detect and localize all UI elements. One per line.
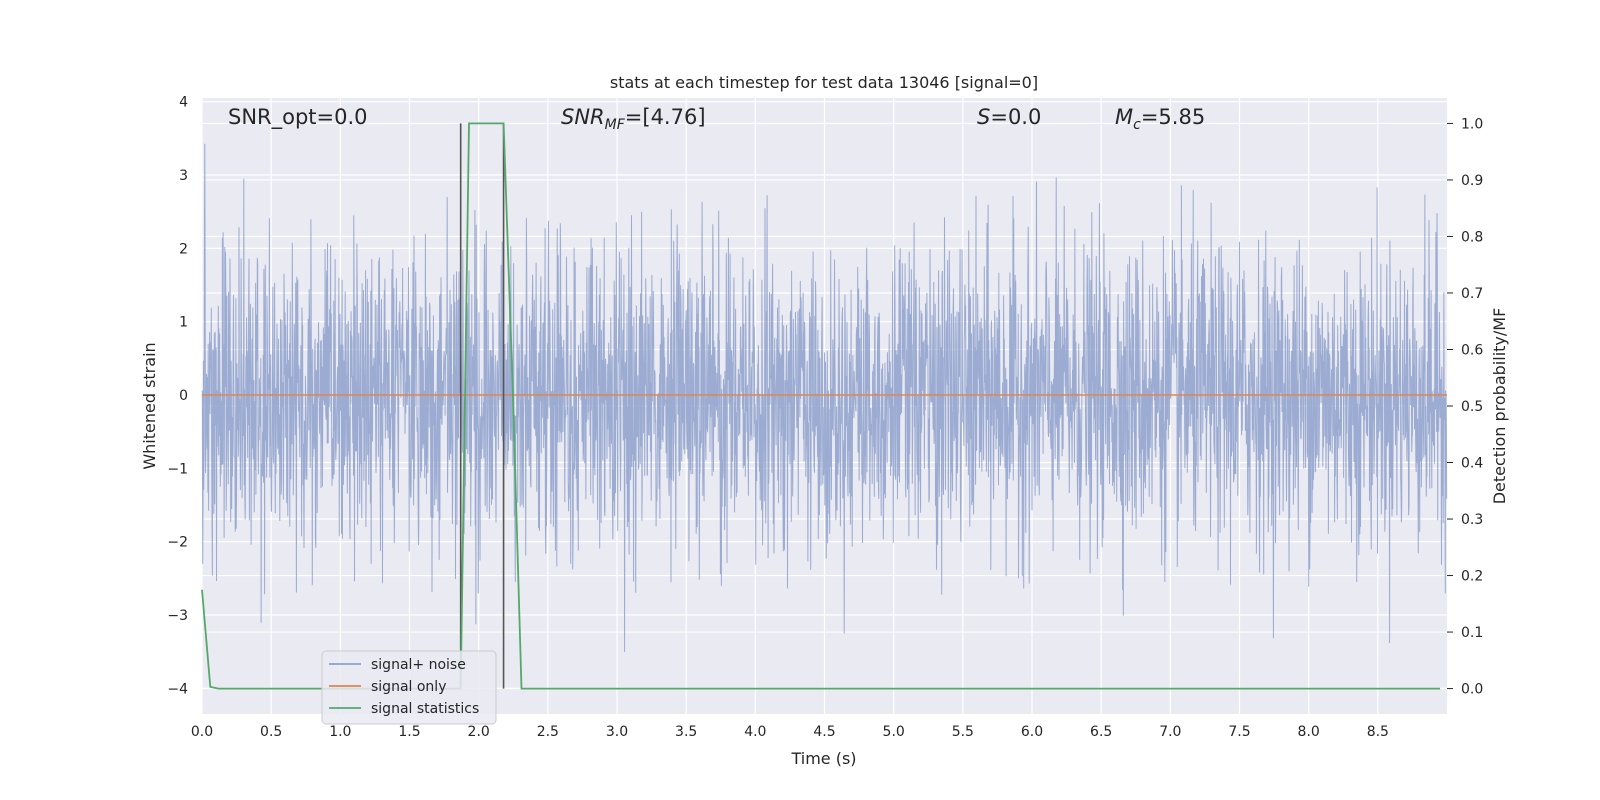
annotation-snr-opt: SNR_opt=0.0 [228,105,368,130]
y-tick-label: −1 [167,461,188,477]
y-tick-label: 4 [179,95,188,111]
y2-tick-label: 0.8 [1461,229,1483,245]
signal-noise-line [201,143,1448,653]
y-tick-label: 0 [179,388,188,404]
y-tick-label: 3 [179,168,188,184]
y2-tick-label: 0.9 [1461,173,1483,189]
y-tick-label: −3 [167,608,188,624]
y2-tick-label: 0.3 [1461,512,1483,528]
x-tick-label: 1.5 [398,724,420,740]
x-tick-label: 0.0 [191,724,213,740]
y-ticks: 4 3 2 1 0 −1 −2 −3 −4 [167,95,188,698]
x-tick-label: 5.5 [952,724,974,740]
annotation-s-value: =0.0 [990,105,1041,129]
y2-tick-label: 0.2 [1461,569,1483,585]
legend-label-signal-only: signal only [371,679,446,695]
y2-ticks: 1.0 0.9 0.8 0.7 0.6 0.5 0.4 0.3 0.2 0.1 0.0 [1447,116,1483,698]
y-tick-label: −4 [167,681,188,697]
annotation-snr-mf-value: =[4.76] [625,105,706,129]
x-tick-label: 5.0 [883,724,905,740]
x-tick-label: 7.5 [1228,724,1250,740]
y2-tick-label: 0.1 [1461,625,1483,641]
annotation-mc-value: =5.85 [1141,105,1205,129]
annotation-mc-sub: c [1133,117,1141,133]
legend-label-signal-noise: signal+ noise [371,657,466,673]
y-tick-label: −2 [167,535,188,551]
y2-tick-label: 0.6 [1461,342,1483,358]
chart-title: stats at each timestep for test data 130… [610,73,1038,92]
x-tick-label: 1.0 [329,724,351,740]
annotation-mc: Mc=5.85 [1115,105,1205,133]
signal-noise-series [201,143,1448,653]
x-ticks: 0.0 0.5 1.0 1.5 2.0 2.5 3.0 3.5 4.0 4.5 5.0 5.5 6.0 6… [191,724,1389,740]
y2-tick-label: 0.0 [1461,682,1483,698]
x-tick-label: 3.5 [675,724,697,740]
y-tick-label: 2 [179,241,188,257]
x-tick-label: 6.0 [1021,724,1043,740]
x-tick-label: 6.5 [1090,724,1112,740]
legend-label-signal-statistics: signal statistics [371,701,479,717]
y-axis-label: Whitened strain [140,342,159,469]
x-tick-label: 8.5 [1367,724,1389,740]
legend-box [321,650,497,725]
x-tick-label: 8.0 [1298,724,1320,740]
x-tick-label: 3.0 [606,724,628,740]
signal-statistics-line [201,122,1441,690]
x-tick-label: 4.0 [744,724,766,740]
legend: signal+ noise signal only signal statist… [321,650,497,725]
y2-tick-label: 1.0 [1461,116,1483,132]
y2-axis-label: Detection probability/MF [1490,308,1509,505]
y2-tick-label: 0.7 [1461,286,1483,302]
x-tick-label: 7.0 [1159,724,1181,740]
x-tick-label: 0.5 [260,724,282,740]
annotation-snr-mf: SNRMF=[4.76] [561,105,706,133]
x-axis-label: Time (s) [790,749,856,768]
annotation-s: S=0.0 [977,105,1041,129]
overlay-series [201,122,1447,690]
y2-tick-label: 0.5 [1461,399,1483,415]
x-tick-label: 2.5 [537,724,559,740]
y2-tick-label: 0.4 [1461,456,1483,472]
annotation-s-symbol: S [977,105,990,129]
x-tick-label: 2.0 [468,724,490,740]
annotation-mc-main: M [1115,105,1133,129]
annotation-snr-mf-main: SNR [561,105,605,129]
y-tick-label: 1 [179,315,188,331]
annotation-snr-mf-sub: MF [605,117,626,133]
x-tick-label: 4.5 [813,724,835,740]
